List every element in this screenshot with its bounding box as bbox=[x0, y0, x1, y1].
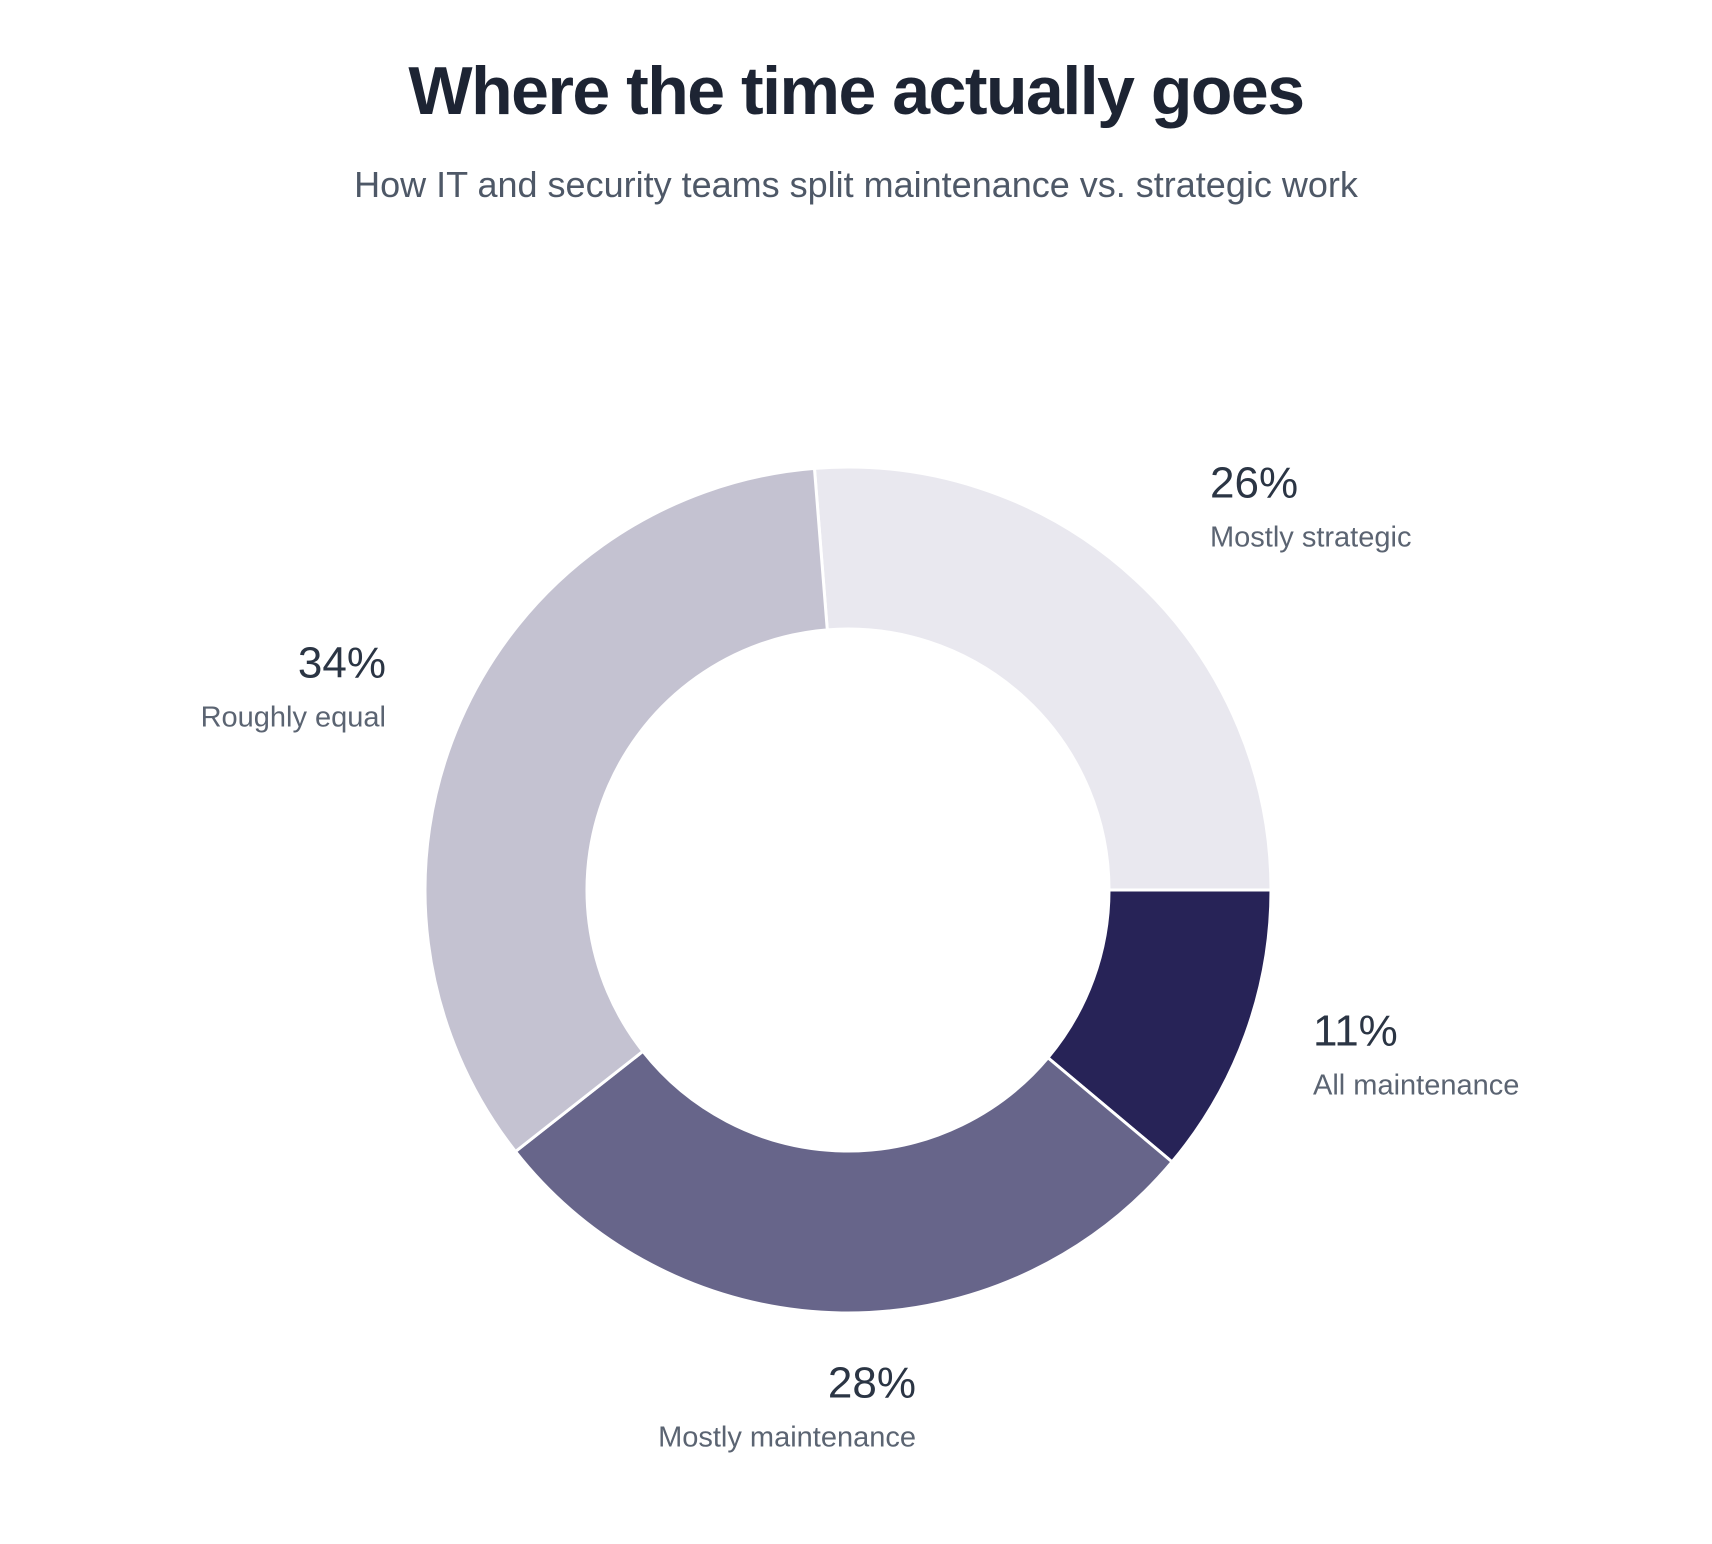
segment-category-name: Mostly strategic bbox=[1210, 521, 1412, 554]
segment-percent-value: 34% bbox=[297, 638, 386, 688]
segment-category-name: Mostly maintenance bbox=[658, 1421, 916, 1454]
donut-segment-mostly-maintenance bbox=[514, 1049, 1174, 1315]
donut-segment-roughly-equal bbox=[423, 466, 829, 1154]
donut-segments-group bbox=[423, 465, 1273, 1315]
segment-percent-value: 26% bbox=[1210, 458, 1299, 508]
segment-label-mostly-maintenance: 28% Mostly maintenance bbox=[658, 1358, 916, 1454]
page-title: Where the time actually goes bbox=[408, 53, 1305, 129]
segment-label-all-maintenance: 11% All maintenance bbox=[1313, 1006, 1520, 1102]
segment-label-mostly-strategic: 26% Mostly strategic bbox=[1210, 458, 1412, 554]
page-subtitle: How IT and security teams split maintena… bbox=[354, 164, 1358, 205]
segment-category-name: Roughly equal bbox=[200, 701, 386, 734]
donut-segment-mostly-strategic bbox=[812, 465, 1273, 892]
segment-percent-value: 11% bbox=[1313, 1006, 1398, 1056]
segment-label-roughly-equal: 34% Roughly equal bbox=[200, 638, 386, 734]
segment-percent-value: 28% bbox=[827, 1358, 916, 1408]
segment-category-name: All maintenance bbox=[1313, 1069, 1520, 1102]
